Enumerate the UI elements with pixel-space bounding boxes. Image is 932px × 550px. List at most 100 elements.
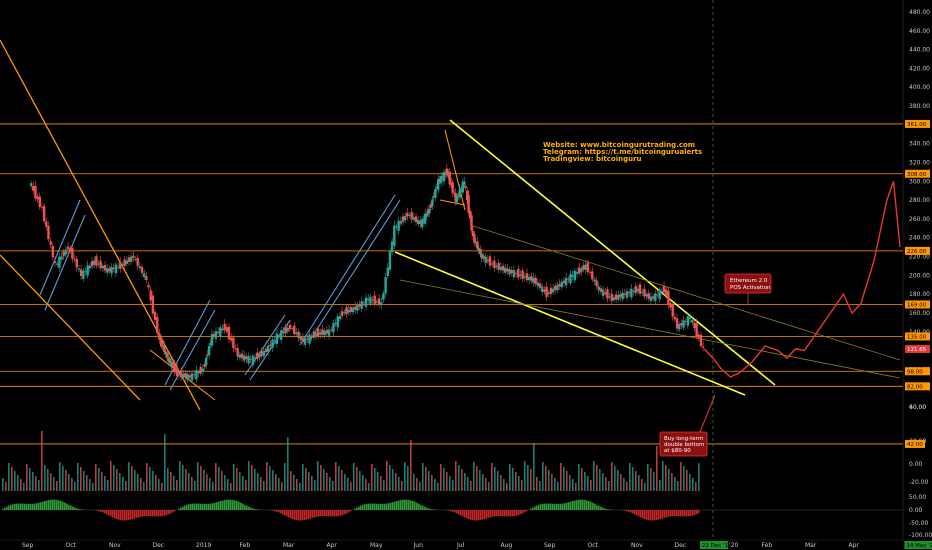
volume-bar (635, 471, 637, 491)
volume-bar (224, 475, 226, 491)
time-tick-label: Jun (413, 542, 424, 549)
candle-body (168, 358, 172, 364)
volume-bar (413, 474, 415, 491)
candle-body (397, 220, 400, 231)
oscillator-tick-label: 0.00 (909, 507, 923, 514)
candle-body (423, 213, 427, 224)
candle-body (351, 307, 355, 313)
volume-bar (320, 465, 322, 491)
volume-bar (449, 476, 451, 491)
candle-body (606, 289, 609, 299)
candle-body (523, 276, 527, 278)
volume-pane (2, 431, 700, 491)
trendline-faint-2 (469, 224, 901, 361)
volume-bar (308, 472, 310, 491)
candle-body (364, 297, 368, 307)
candle-body (421, 219, 424, 228)
volume-bar (11, 467, 13, 491)
oscillator-bar (40, 502, 42, 510)
projection-line (703, 181, 901, 378)
candle-body (219, 327, 222, 337)
oscillator-bar (354, 508, 356, 510)
candle-body (243, 355, 246, 361)
candle-body (527, 277, 531, 281)
oscillator-bar (122, 510, 124, 521)
volume-bar (35, 476, 37, 491)
oscillator-bar (508, 510, 510, 517)
candle-body (432, 196, 436, 198)
volume-bar (392, 469, 394, 491)
candle-body (38, 196, 41, 207)
oscillator-bar (216, 502, 218, 510)
candle-body (682, 320, 685, 328)
candle-body (271, 339, 274, 349)
oscillator-bar (604, 508, 606, 510)
volume-bar (203, 470, 205, 491)
candle-body (343, 312, 346, 313)
candle-body (214, 331, 218, 339)
candle-body (47, 225, 50, 240)
oscillator-bar (230, 499, 232, 510)
oscillator-bar (536, 505, 538, 510)
candle-body (190, 373, 194, 381)
candle-body (223, 323, 226, 330)
volume-bar (110, 461, 112, 491)
volume-bar (122, 477, 124, 491)
candle-body (686, 316, 690, 326)
candle-body (367, 298, 370, 301)
candle-body (297, 331, 300, 338)
volume-bar (416, 478, 418, 491)
candle-body (426, 209, 430, 215)
candle-body (452, 193, 456, 194)
volume-bar (578, 464, 580, 491)
candle-body (577, 267, 581, 274)
candle-body (512, 270, 516, 278)
oscillator-bar (522, 510, 524, 514)
oscillator-bar (392, 502, 394, 510)
volume-bar (221, 471, 223, 491)
oscillator-bar (22, 503, 24, 510)
volume-bar (80, 467, 82, 491)
candle-body (330, 329, 333, 331)
candle-body (636, 288, 640, 292)
oscillator-bar (206, 503, 208, 510)
volume-bar (59, 462, 61, 491)
volume-bar (374, 468, 376, 491)
candle-body (345, 307, 348, 315)
candle-body (573, 270, 577, 281)
volume-bar (260, 477, 262, 491)
candle-body (468, 210, 472, 219)
oscillator-bar (228, 499, 230, 510)
candle-body (625, 291, 629, 298)
oscillator-bar (448, 510, 450, 511)
oscillator-bar (286, 510, 288, 517)
volume-bar (497, 471, 499, 491)
candle-body (470, 215, 473, 231)
oscillator-bar (372, 503, 374, 510)
oscillator-bar (562, 503, 564, 510)
volume-bar (329, 477, 331, 491)
volume-tick-label: -20.00 (909, 479, 929, 486)
volume-bar (482, 474, 484, 491)
candle-body (467, 195, 470, 213)
candle-body (447, 171, 450, 177)
candle-body (207, 345, 211, 356)
oscillator-bar (166, 510, 168, 516)
candle-body (549, 287, 553, 294)
oscillator-bar (180, 507, 182, 510)
volume-bar (455, 461, 457, 491)
volume-bar (389, 465, 391, 491)
candle-body (66, 246, 70, 250)
oscillator-bar (396, 500, 398, 510)
candle-body (308, 334, 311, 344)
volume-bar (5, 482, 7, 491)
candle-body (232, 337, 235, 349)
oscillator-bar (128, 510, 130, 520)
time-tick-label: Dec (153, 542, 165, 549)
price-tick-label: 220.00 (909, 254, 930, 261)
callout-buy-line1: Buy long-term (664, 436, 703, 442)
volume-bar (401, 481, 403, 491)
channel-line (244, 314, 286, 376)
volume-bar (623, 478, 625, 491)
oscillator-bar (460, 510, 462, 516)
